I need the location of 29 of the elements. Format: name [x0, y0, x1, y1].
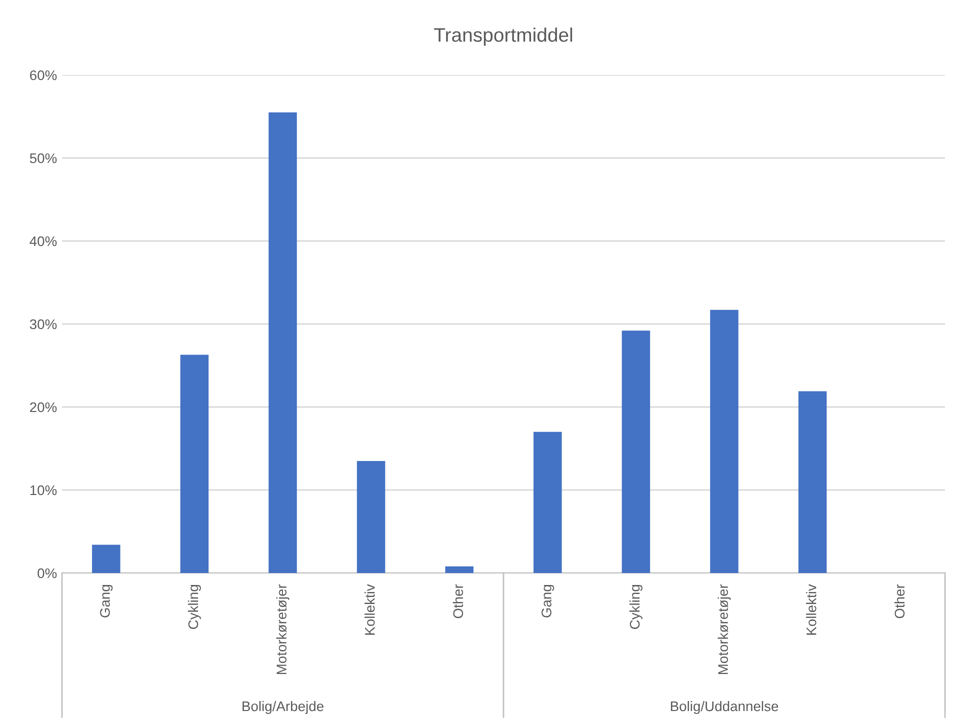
bar [445, 566, 474, 573]
x-tick-label: Gang [100, 585, 113, 618]
y-tick-label: 60% [30, 70, 57, 80]
bar [622, 330, 650, 573]
bar [710, 310, 738, 573]
x-tick-label: Other [894, 584, 905, 618]
x-tick-label: Cykling [188, 585, 201, 629]
x-tick-label: Kollektiv [806, 584, 816, 635]
y-tick-label: 50% [30, 153, 57, 164]
text: Bolig/Uddannelse [670, 700, 778, 714]
x-tick-label: Motorkøretøjer [276, 584, 290, 674]
chart-title: Transportmiddel [434, 28, 572, 46]
x-tick-label: Other [452, 584, 464, 618]
y-tick-label: 40% [30, 236, 57, 246]
text: Bolig/Arbejde [242, 700, 324, 714]
y-tick-label: 10% [30, 485, 57, 496]
bar [180, 354, 209, 573]
bar [534, 432, 562, 573]
y-tick-label: 0% [38, 568, 57, 578]
bar [798, 391, 827, 573]
y-tick-label: 30% [30, 319, 57, 330]
x-tick-label: Motorkøretøjer [718, 584, 731, 674]
x-tick-label: Cykling [629, 585, 642, 629]
x-tick-label: Gang [542, 585, 554, 618]
bar [92, 544, 120, 573]
bar [268, 112, 297, 573]
bar [356, 460, 386, 573]
y-tick-label: 20% [30, 402, 57, 412]
x-tick-label: Kollektiv [364, 584, 375, 635]
